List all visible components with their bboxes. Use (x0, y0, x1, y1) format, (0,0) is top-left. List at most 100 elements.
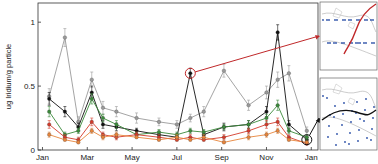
series-marker (157, 138, 161, 142)
series-marker (305, 141, 309, 145)
error-bar (115, 132, 118, 137)
error-bar (247, 121, 250, 129)
map-site (371, 128, 373, 130)
series-marker (265, 116, 269, 120)
series-line (49, 38, 307, 131)
error-bar (90, 72, 93, 87)
arrow-head (316, 118, 320, 123)
series-marker (90, 129, 94, 133)
map-site (341, 124, 343, 126)
error-bar (63, 29, 66, 47)
error-bar (63, 107, 66, 117)
error-bar (222, 124, 225, 129)
series-marker (222, 125, 226, 129)
error-bar (276, 72, 279, 87)
series-marker (157, 130, 161, 134)
series-marker (222, 69, 226, 73)
x-tick-label: Sep (215, 153, 230, 162)
y-tick (38, 22, 41, 23)
map-site (370, 19, 372, 21)
error-bar (265, 86, 268, 99)
trajectory (344, 4, 376, 54)
error-bar (101, 114, 104, 122)
series-marker (63, 138, 67, 142)
error-bar (189, 138, 192, 141)
error-bar (222, 135, 225, 140)
series-marker (247, 123, 251, 127)
series-marker (265, 110, 269, 114)
series-marker (47, 123, 51, 127)
map-site (364, 19, 366, 21)
map-site (328, 19, 330, 21)
map-site (350, 121, 352, 123)
plot-area (47, 25, 308, 146)
map-inset (320, 2, 377, 70)
error-bar (157, 118, 160, 126)
error-bar (48, 92, 51, 105)
error-bar (157, 138, 160, 141)
x-tick-label: Jan (36, 153, 49, 162)
series-marker (287, 72, 291, 76)
series-marker (135, 116, 139, 120)
series-marker (101, 116, 105, 120)
series-line (49, 99, 307, 137)
map-site (322, 19, 324, 21)
error-bar (247, 121, 250, 129)
map-site (357, 42, 359, 44)
map-site (373, 42, 375, 44)
series-marker (222, 135, 226, 139)
map-site (350, 19, 352, 21)
error-bar (222, 141, 225, 144)
series-marker (305, 135, 309, 139)
series-marker (189, 116, 193, 120)
series-marker (287, 138, 291, 142)
arrow-line (195, 36, 319, 72)
series-marker (287, 123, 291, 127)
map-site (327, 42, 329, 44)
series-marker (276, 31, 280, 35)
map-site (364, 109, 366, 111)
error-bar (287, 128, 290, 133)
error-bar (101, 135, 104, 140)
map-inset (320, 78, 377, 150)
map-site (322, 95, 324, 97)
highlight-circle (302, 135, 312, 145)
map-site (348, 19, 350, 21)
error-bar (287, 138, 290, 141)
x-tick-label: Jul (172, 153, 182, 162)
series-marker (305, 129, 309, 133)
error-bar (90, 118, 93, 126)
map-site (372, 19, 374, 21)
y-tick (38, 150, 41, 151)
error-bar (265, 132, 268, 137)
x-tick (42, 147, 43, 150)
series-line (49, 32, 307, 139)
series-marker (222, 125, 226, 129)
series-marker (77, 141, 81, 145)
map-site (328, 125, 330, 127)
error-bar (276, 128, 279, 133)
x-tick-label: Nov (259, 153, 273, 162)
error-bar (265, 121, 268, 129)
error-bar (189, 114, 192, 122)
series-marker (90, 97, 94, 101)
map-site (341, 42, 343, 44)
series-marker (47, 110, 51, 114)
map-site (373, 106, 375, 108)
error-bar (115, 107, 118, 117)
map-site (335, 42, 337, 44)
error-bar (90, 94, 93, 104)
series-marker (175, 123, 179, 127)
error-bar (247, 128, 250, 133)
series-marker (276, 129, 280, 133)
map-site (363, 120, 365, 122)
error-bar (48, 121, 51, 129)
map-outline (322, 13, 376, 56)
x-tick (311, 147, 312, 150)
error-bar (202, 107, 205, 117)
series-marker (175, 135, 179, 139)
series-marker (63, 36, 67, 40)
map-site (335, 144, 337, 146)
series-marker (276, 103, 280, 107)
error-bar (189, 68, 192, 78)
